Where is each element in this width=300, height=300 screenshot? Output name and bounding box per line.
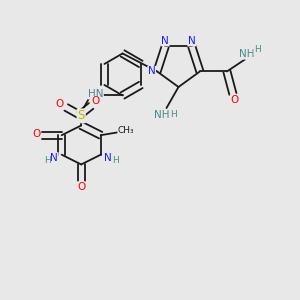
Text: N: N — [104, 153, 112, 163]
Text: H: H — [44, 156, 51, 165]
Text: N: N — [50, 153, 58, 163]
Text: O: O — [230, 95, 238, 105]
Text: HN: HN — [88, 89, 103, 99]
Text: H: H — [170, 110, 176, 119]
Text: O: O — [32, 129, 40, 139]
Text: N: N — [148, 67, 156, 76]
Text: O: O — [56, 100, 64, 110]
Text: CH₃: CH₃ — [118, 126, 134, 135]
Text: O: O — [77, 182, 85, 192]
Text: N: N — [161, 36, 169, 46]
Text: NH: NH — [154, 110, 170, 120]
Text: O: O — [92, 97, 100, 106]
Text: H: H — [254, 45, 261, 54]
Text: S: S — [77, 110, 85, 122]
Text: N: N — [188, 36, 196, 46]
Text: H: H — [112, 156, 118, 165]
Text: NH: NH — [238, 49, 254, 59]
